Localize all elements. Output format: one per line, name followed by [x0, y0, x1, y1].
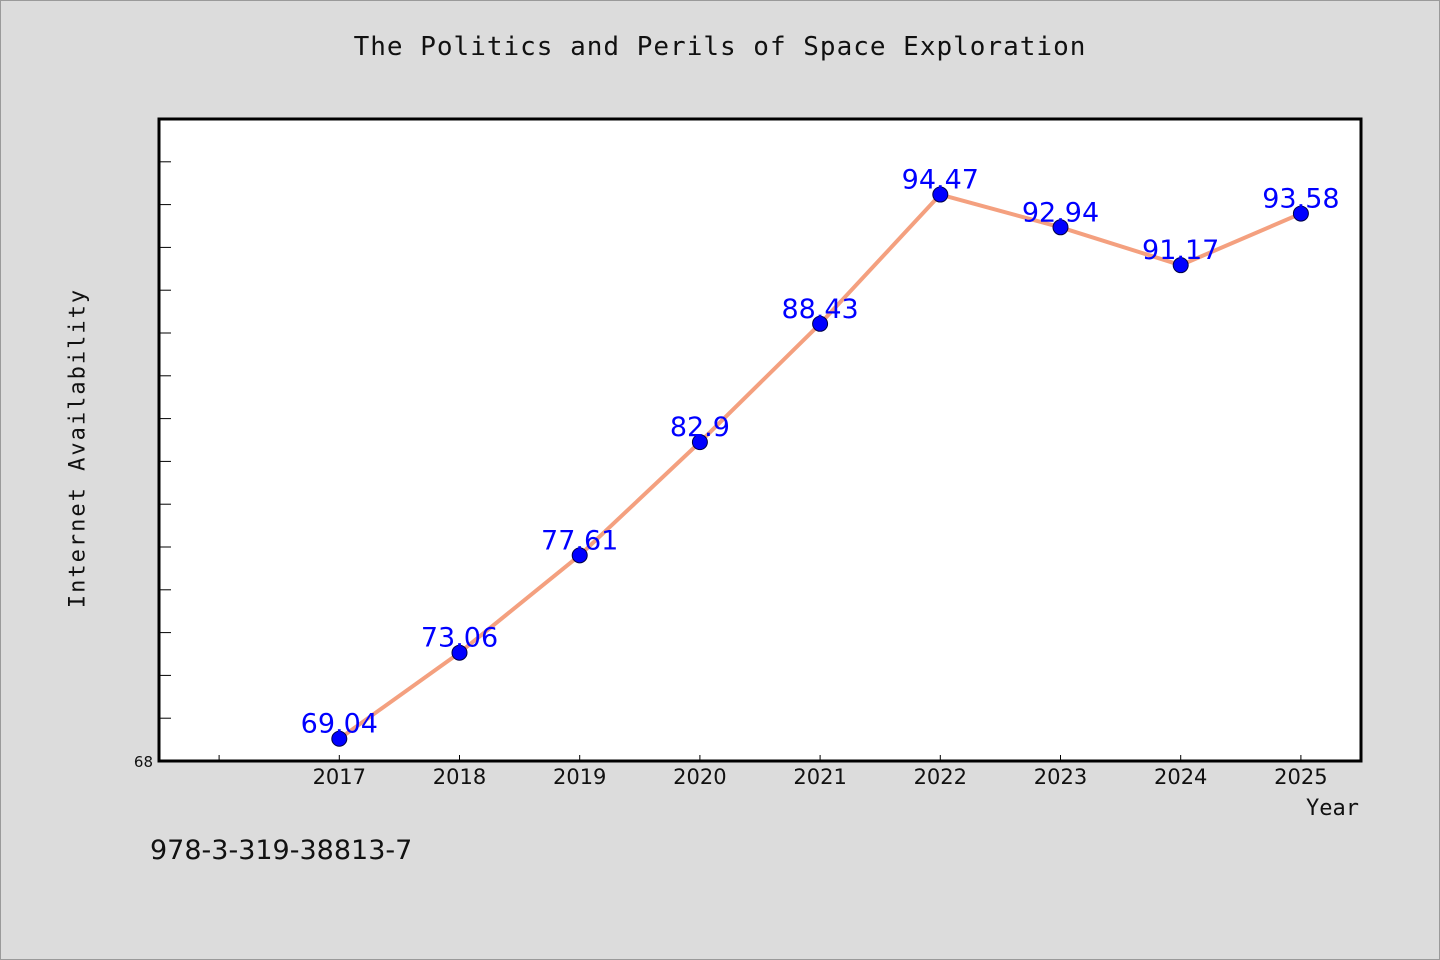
plot-area	[157, 117, 1363, 763]
x-tick-label: 2018	[433, 765, 486, 789]
x-axis-label: Year	[1306, 796, 1359, 821]
data-label: 73.06	[421, 623, 498, 654]
data-point	[1292, 205, 1309, 222]
data-label: 88.43	[781, 294, 858, 325]
data-label: 91.17	[1142, 235, 1219, 266]
data-label: 92.94	[1022, 197, 1099, 228]
data-point	[331, 730, 348, 747]
data-label: 82.9	[670, 412, 730, 443]
data-point	[691, 434, 708, 451]
x-tick-label: 2021	[793, 765, 846, 789]
data-point	[812, 315, 829, 332]
x-tick-label: 2023	[1034, 765, 1087, 789]
data-point	[1172, 257, 1189, 274]
x-tick-label: 2024	[1154, 765, 1207, 789]
x-tick-label: 2020	[673, 765, 726, 789]
data-label: 94.47	[902, 165, 979, 196]
data-point	[1052, 219, 1069, 236]
data-point	[451, 644, 468, 661]
data-point	[571, 547, 588, 564]
series-group: 69.04 73.06 77.61 82.9 88.43 94.47 92.94 91.17 9…	[301, 165, 1340, 747]
x-tick-label: 2022	[914, 765, 967, 789]
y-tick-label: 68	[134, 753, 153, 771]
y-axis-ticks: 68	[134, 118, 171, 771]
y-axis-label: Internet Availability	[65, 287, 91, 609]
x-tick-label: 2025	[1274, 765, 1327, 789]
isbn-code: 978-3-319-38813-7	[150, 835, 413, 866]
x-tick-label: 2017	[313, 765, 366, 789]
x-tick-label: 2019	[553, 765, 606, 789]
data-label: 69.04	[301, 709, 378, 740]
data-label: 77.61	[541, 525, 618, 556]
data-label: 93.58	[1262, 184, 1339, 215]
data-point	[932, 186, 949, 203]
chart-title: The Politics and Perils of Space Explora…	[353, 32, 1087, 62]
x-axis-ticks: 2017 2018 2019 2020 2021 2022 2023 2024 2025	[218, 755, 1328, 789]
